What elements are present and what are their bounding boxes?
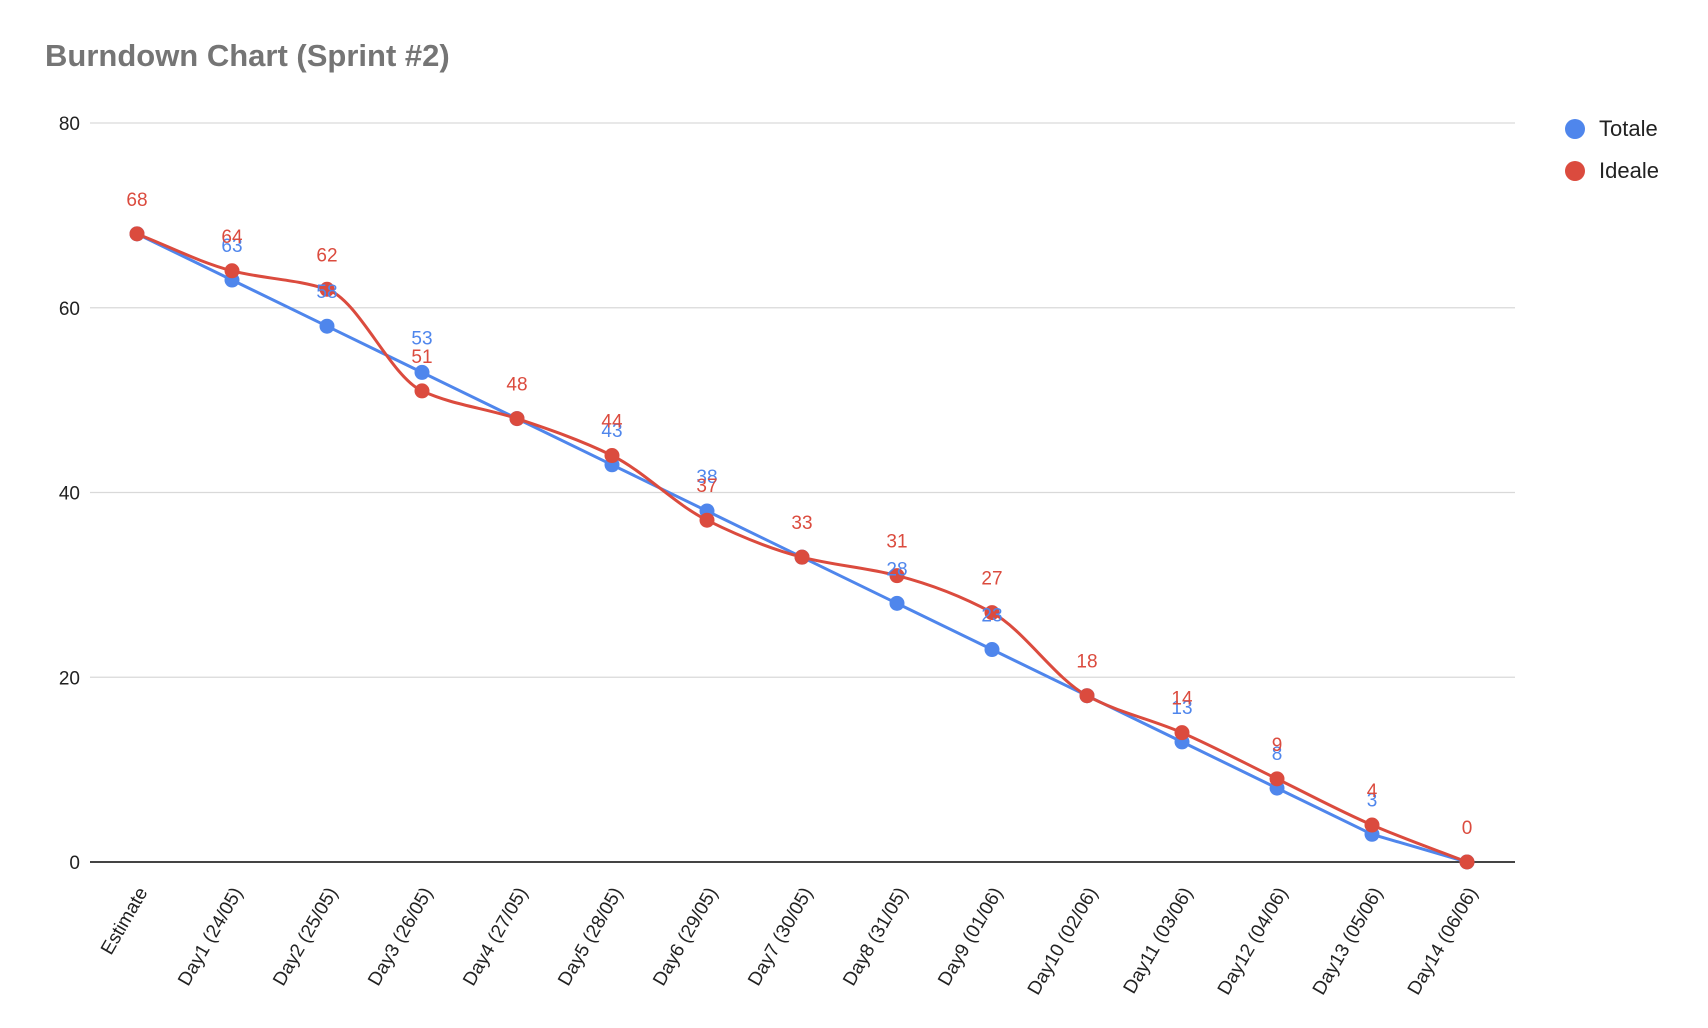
data-label-totale: 28 [886, 559, 907, 580]
y-tick-label: 20 [59, 668, 80, 689]
data-label-totale: 63 [221, 236, 242, 257]
x-axis-ticks: Estimate Day1 (24/05) Day2 (25/05) Day3 (26… [97, 884, 1482, 999]
x-tick-label: Day3 (26/05) [364, 884, 437, 990]
x-tick-label: Day5 (28/05) [554, 884, 627, 990]
legend-dot-totale [1565, 119, 1585, 139]
data-label-ideale: 4 [1367, 781, 1378, 802]
data-label-totale: 23 [981, 606, 1002, 627]
y-tick-label: 80 [59, 114, 80, 135]
x-tick-label: Estimate [97, 884, 152, 959]
legend-label-totale: Totale [1599, 116, 1658, 141]
data-label-ideale: 37 [696, 476, 717, 497]
data-label-ideale: 44 [601, 412, 623, 433]
legend-item-ideale[interactable]: Ideale [1565, 150, 1659, 192]
series-points [129, 226, 1475, 870]
data-labels: 63 58 53 43 38 28 23 13 8 3 68 64 62 51 48 44 37 33 31 27 18… [126, 190, 1472, 839]
data-label-ideale: 31 [886, 532, 907, 553]
data-label-ideale: 62 [316, 245, 337, 266]
data-label-ideale: 0 [1462, 818, 1473, 839]
data-point-totale[interactable] [984, 642, 1000, 658]
series-line-ideale [135, 232, 1469, 864]
data-point-ideale[interactable] [319, 281, 335, 297]
data-point-ideale[interactable] [1079, 688, 1095, 704]
data-label-ideale: 33 [791, 513, 812, 534]
data-point-totale[interactable] [319, 318, 335, 334]
data-point-ideale[interactable] [1174, 725, 1190, 741]
data-point-ideale[interactable] [224, 263, 240, 279]
data-point-ideale[interactable] [509, 411, 525, 427]
data-point-ideale[interactable] [1269, 771, 1285, 787]
data-label-ideale: 14 [1171, 689, 1193, 710]
x-tick-label: Day12 (04/06) [1214, 884, 1292, 999]
x-tick-label: Day8 (31/05) [839, 884, 912, 990]
x-tick-label: Day4 (27/05) [459, 884, 532, 990]
x-tick-label: Day6 (29/05) [649, 884, 722, 990]
series-line-totale [135, 232, 1469, 864]
data-point-ideale[interactable] [414, 383, 430, 399]
data-label-ideale: 27 [981, 569, 1002, 590]
x-tick-label: Day11 (03/06) [1120, 884, 1198, 998]
data-point-totale[interactable] [414, 364, 430, 380]
data-label-totale: 53 [411, 328, 432, 349]
y-tick-label: 60 [59, 299, 80, 320]
data-point-ideale[interactable] [129, 226, 145, 242]
data-label-ideale: 68 [126, 190, 147, 211]
data-label-totale: 38 [696, 467, 717, 488]
data-label-ideale: 48 [506, 375, 527, 396]
data-label-ideale: 64 [221, 227, 243, 248]
x-tick-label: Day9 (01/06) [934, 884, 1007, 990]
data-label-totale: 3 [1367, 790, 1378, 811]
data-label-ideale: 9 [1272, 735, 1283, 756]
data-point-ideale[interactable] [1364, 817, 1380, 833]
data-label-totale: 13 [1171, 698, 1192, 719]
legend-dot-ideale [1565, 161, 1585, 181]
x-tick-label: Day13 (05/06) [1309, 884, 1387, 999]
data-point-ideale[interactable] [794, 549, 810, 565]
data-label-ideale: 18 [1076, 652, 1097, 673]
y-tick-label: 0 [69, 853, 80, 874]
data-label-totale: 58 [316, 282, 337, 303]
data-label-ideale: 51 [411, 347, 432, 368]
data-point-ideale[interactable] [1459, 854, 1475, 870]
data-point-ideale[interactable] [699, 512, 715, 528]
data-point-ideale[interactable] [604, 448, 620, 464]
x-tick-label: Day1 (24/05) [174, 884, 247, 990]
data-point-ideale[interactable] [984, 605, 1000, 621]
data-label-totale: 8 [1272, 744, 1283, 765]
gridlines [90, 122, 1515, 863]
legend: Totale Ideale [1565, 108, 1659, 192]
data-point-ideale[interactable] [889, 568, 905, 584]
legend-item-totale[interactable]: Totale [1565, 108, 1659, 150]
x-tick-label: Day14 (06/06) [1404, 884, 1482, 999]
series-lines [135, 232, 1469, 864]
chart-title: Burndown Chart (Sprint #2) [45, 38, 450, 73]
x-tick-label: Day10 (02/06) [1024, 884, 1102, 999]
x-tick-label: Day7 (30/05) [744, 884, 817, 990]
legend-label-ideale: Ideale [1599, 158, 1659, 183]
y-tick-label: 40 [59, 484, 80, 505]
x-tick-label: Day2 (25/05) [269, 884, 342, 990]
data-label-totale: 43 [601, 421, 622, 442]
y-axis-ticks: 0 20 40 60 80 [59, 114, 80, 874]
data-point-totale[interactable] [889, 595, 905, 611]
